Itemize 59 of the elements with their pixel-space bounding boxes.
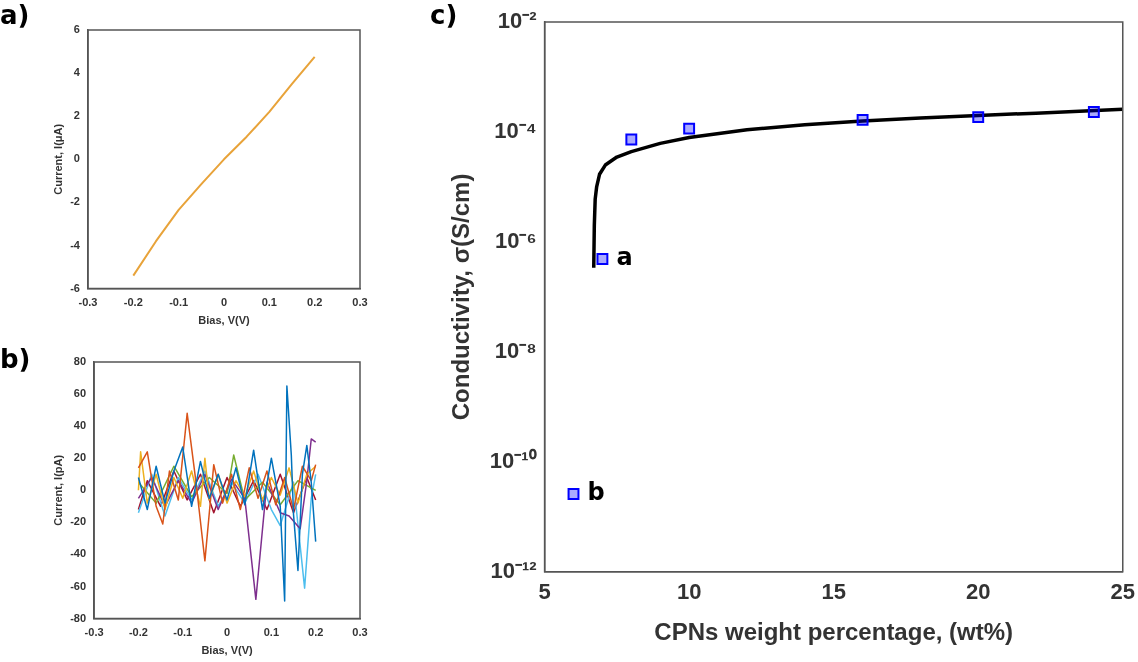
chart-title: c) [430,0,458,30]
point [596,253,609,265]
x-tick-label: 10 [676,579,702,605]
annotation: a [616,243,633,272]
y-tick-label: 80 [73,355,87,368]
y-tick-label: 20 [73,451,87,464]
y-axis-title: Current, I(μA) [51,123,64,195]
point [567,488,580,500]
y-tick-label: 10⁻⁶ [494,227,537,253]
x-tick-label: 0.1 [261,296,277,309]
chart-title: a) [0,0,30,30]
x-axis-title: Bias, V(V) [198,314,250,327]
point [683,122,696,135]
x-tick-label: 0.3 [352,296,368,309]
y-tick-label: 60 [73,387,87,400]
y-tick-label: 6 [73,23,80,36]
x-tick-label: -0.3 [78,296,98,309]
y-tick-label: -4 [70,238,81,251]
point [1087,106,1100,119]
x-tick-label: 15 [821,579,846,605]
x-tick-label: -0.1 [173,626,193,639]
y-tick-label: 4 [73,66,81,79]
point [972,111,985,124]
point [856,113,869,126]
x-tick-label: 20 [965,579,991,605]
y-tick-label: -2 [70,195,80,208]
x-tick-label: 0.2 [308,626,324,639]
y-axis-title: Current, I(pA) [51,454,64,526]
x-axis-title: CPNs weight percentage, (wt%) [654,618,1014,646]
x-tick-label: 0.1 [263,626,280,639]
annotation: b [587,478,605,507]
point [625,133,638,146]
y-tick-label: -80 [70,611,87,624]
y-tick-label: 10⁻⁸ [494,337,537,363]
y-tick-label: 10⁻² [497,8,537,34]
x-tick-label: -0.1 [169,296,189,309]
y-tick-label: 0 [79,483,87,496]
x-tick-label: 0.2 [307,296,323,309]
y-tick-label: 10⁻⁴ [494,118,537,144]
x-tick-label: 0 [223,626,231,639]
x-tick-label: 0 [220,296,228,309]
y-tick-label: 40 [73,419,87,432]
y-tick-label: -60 [70,579,87,592]
x-tick-label: 25 [1110,579,1136,605]
x-tick-label: 5 [538,579,551,605]
y-tick-label: 0 [73,152,80,165]
y-tick-label: -20 [70,515,87,528]
y-axis-title: Conductivity, σ(S/cm) [447,173,475,421]
x-axis-title: Bias, V(V) [201,644,254,657]
chart-title: b) [0,344,31,374]
x-tick-label: -0.2 [128,626,148,639]
x-tick-label: 0.3 [352,626,368,639]
y-tick-label: -40 [70,547,87,560]
y-tick-label: 10⁻¹² [490,557,537,583]
x-tick-label: -0.3 [84,626,104,639]
y-tick-label: 2 [73,109,80,122]
y-tick-label: -6 [70,281,80,294]
y-tick-label: 10⁻¹⁰ [489,447,537,473]
x-tick-label: -0.2 [123,296,143,309]
